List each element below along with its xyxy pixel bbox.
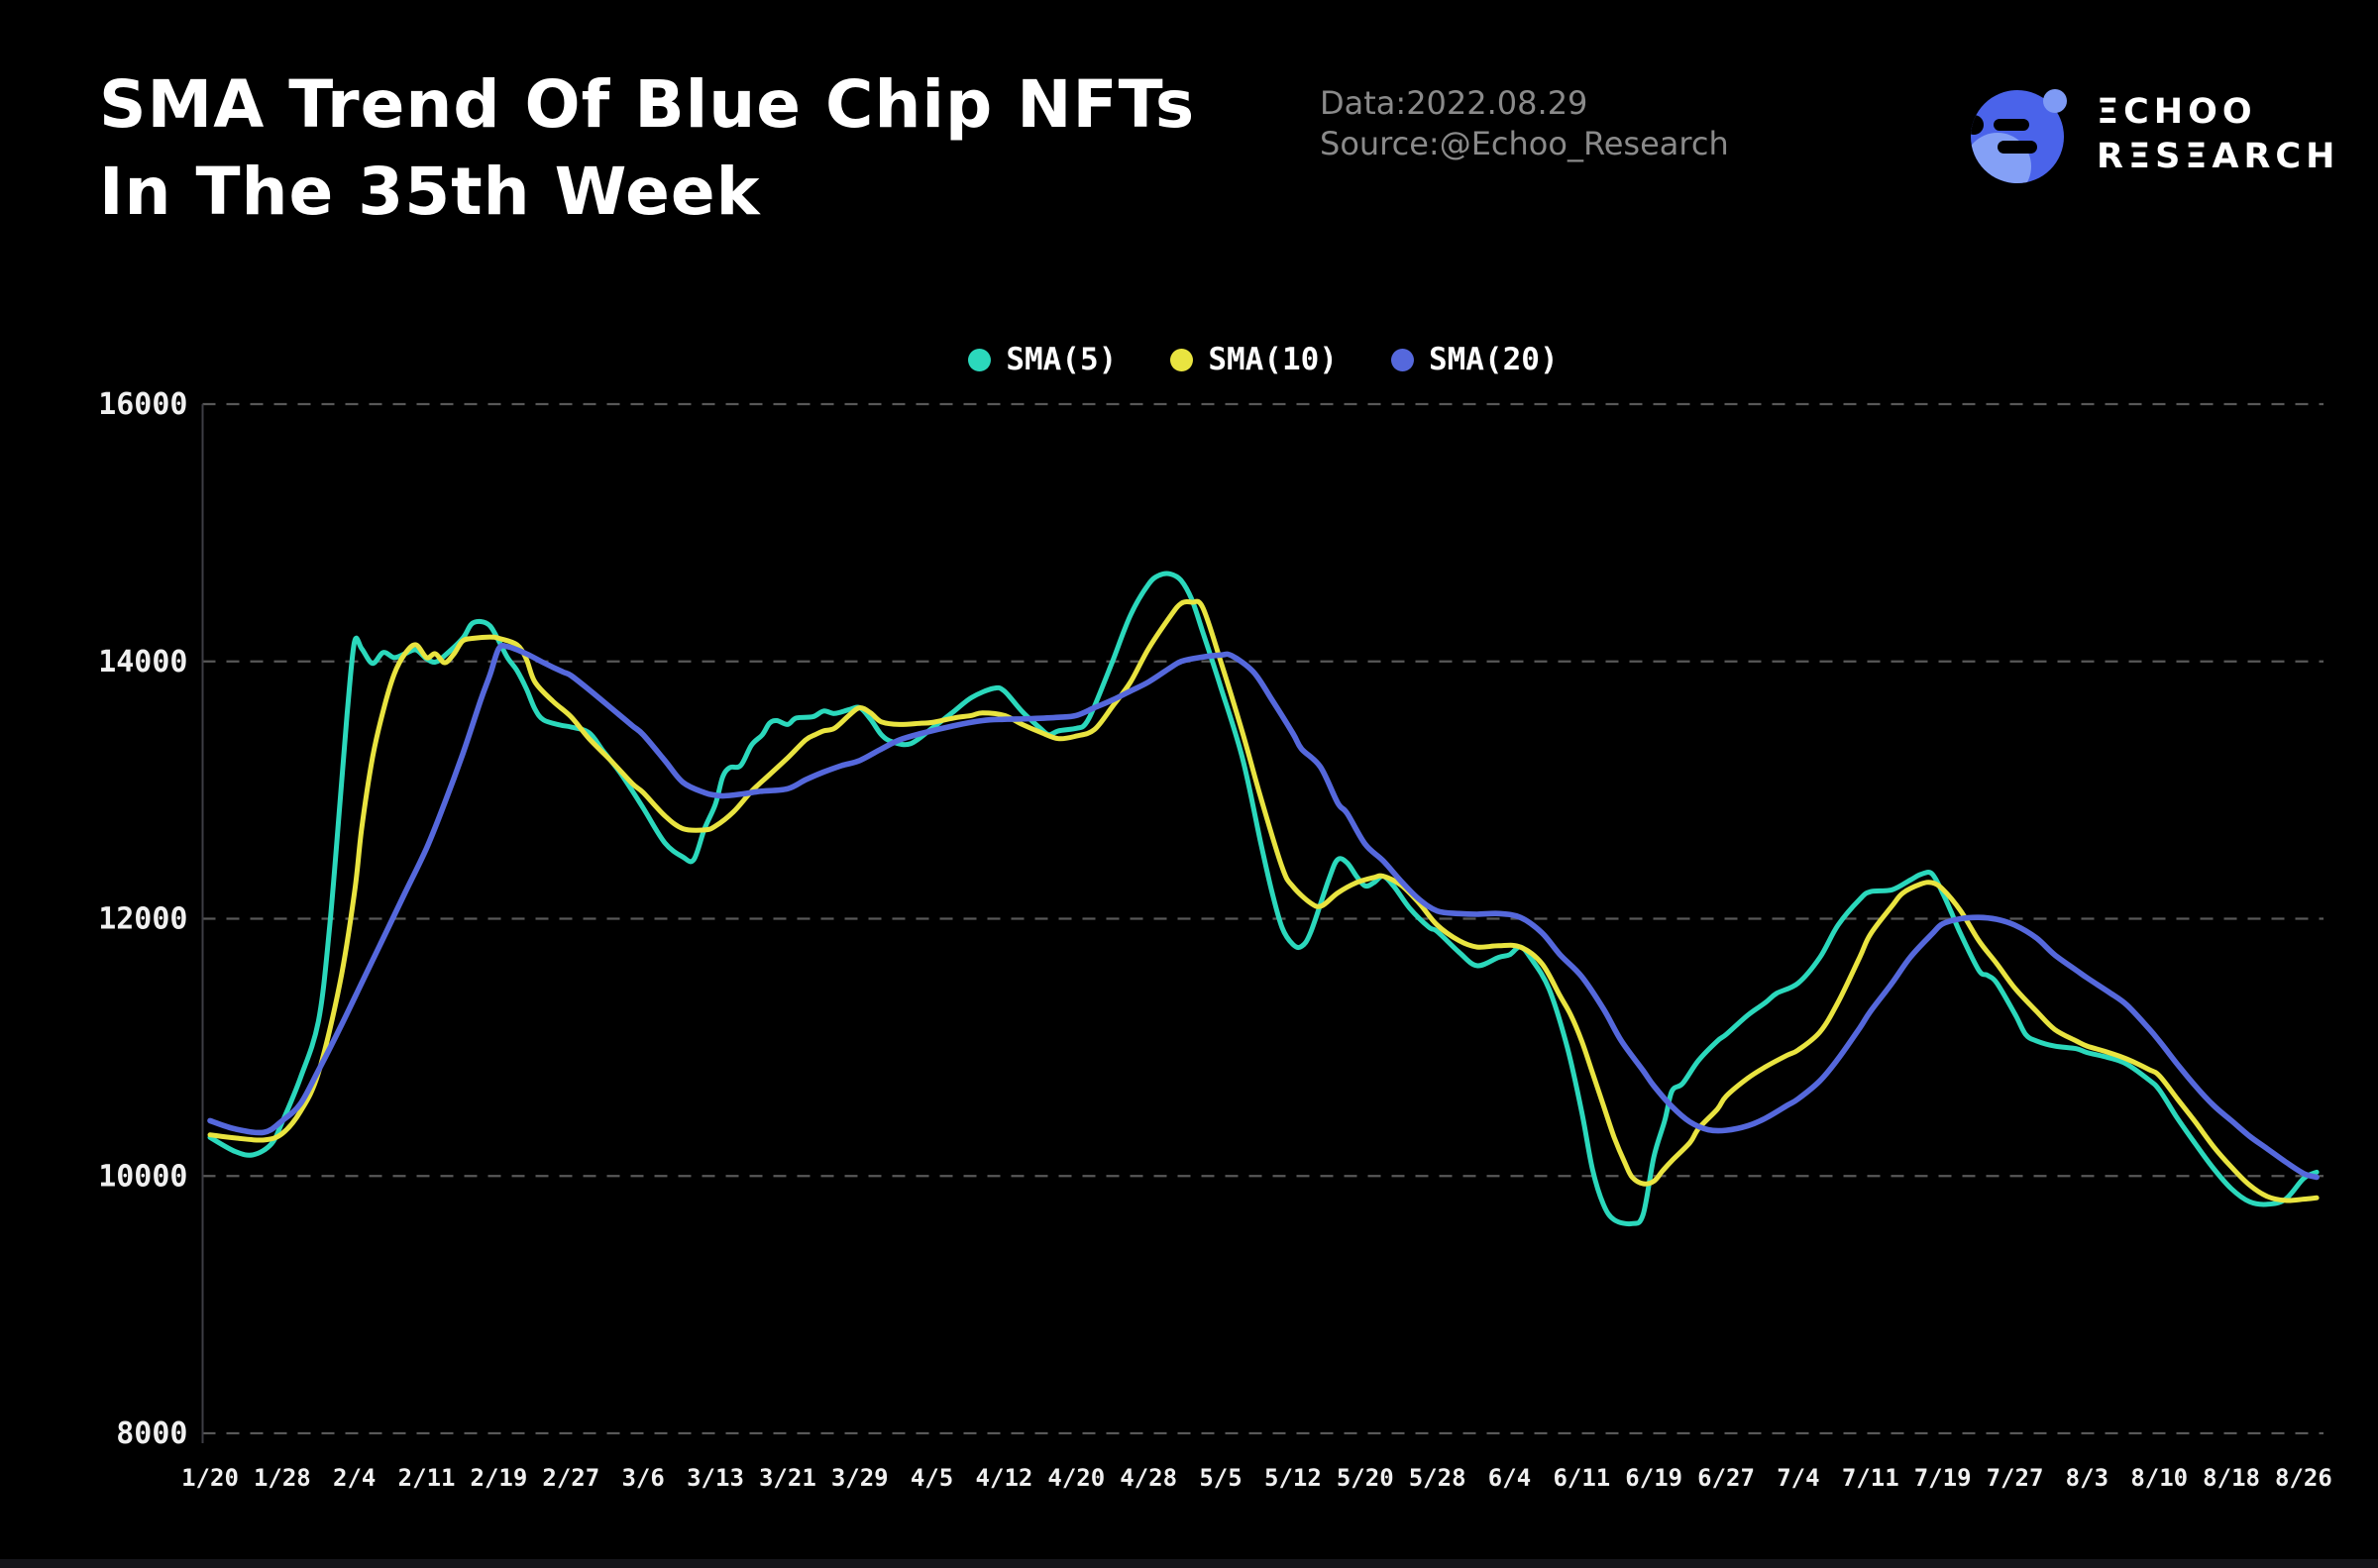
x-tick-label-3-29: 3/29: [831, 1464, 889, 1492]
x-tick-label-7-19: 7/19: [1914, 1464, 1972, 1492]
legend-dot-icon: [1170, 348, 1194, 371]
x-tick-label-3-6: 3/6: [621, 1464, 664, 1492]
chart-meta: Data:2022.08.29 Source:@Echoo_Research: [1320, 83, 1729, 164]
series-line-sma20: [207, 642, 2320, 1181]
x-tick-label-2-11: 2/11: [398, 1464, 456, 1492]
logo-text-line-2: RΞSΞARCH: [2097, 137, 2340, 176]
x-tick-label-1-20: 1/20: [181, 1464, 239, 1492]
title-line-2: In The 35th Week: [99, 154, 761, 230]
legend-label: SMA(10): [1208, 342, 1338, 377]
page-title: SMA Trend Of Blue Chip NFTs In The 35th W…: [99, 61, 1195, 236]
logo-text-line-1: ΞCHOO: [2097, 92, 2257, 132]
data-date-label: Data:2022.08.29: [1320, 84, 1588, 122]
x-tick-label-5-28: 5/28: [1409, 1464, 1466, 1492]
x-tick-label-8-10: 8/10: [2130, 1464, 2188, 1492]
legend-dot-icon: [968, 348, 992, 371]
legend-item-sma20: SMA(20): [1390, 342, 1559, 377]
source-label: Source:@Echoo_Research: [1320, 125, 1729, 162]
y-tick-label-12000: 12000: [98, 902, 187, 937]
x-tick-label-7-27: 7/27: [1987, 1464, 2044, 1492]
series-line-sma10: [207, 598, 2320, 1203]
x-tick-label-8-18: 8/18: [2203, 1464, 2260, 1492]
x-tick-label-5-5: 5/5: [1199, 1464, 1242, 1492]
legend-label: SMA(20): [1428, 342, 1559, 377]
x-tick-label-2-27: 2/27: [542, 1464, 599, 1492]
x-tick-label-8-26: 8/26: [2275, 1464, 2332, 1492]
chart-legend: SMA(5) SMA(10) SMA(20): [203, 342, 2324, 377]
legend-dot-icon: [1390, 348, 1414, 371]
echoo-logo-icon: [1968, 79, 2071, 190]
logo-text: ΞCHOO RΞSΞARCH: [2097, 90, 2339, 179]
series-line-sma5: [207, 571, 2320, 1227]
x-tick-label-5-20: 5/20: [1337, 1464, 1394, 1492]
legend-item-sma10: SMA(10): [1170, 342, 1338, 377]
y-tick-label-10000: 10000: [98, 1159, 187, 1194]
x-tick-label-7-11: 7/11: [1842, 1464, 1899, 1492]
y-tick-label-8000: 8000: [116, 1416, 187, 1451]
x-tick-label-8-3: 8/3: [2066, 1464, 2108, 1492]
x-tick-label-6-4: 6/4: [1488, 1464, 1531, 1492]
y-tick-label-14000: 14000: [98, 645, 187, 679]
legend-item-sma5: SMA(5): [968, 342, 1117, 377]
x-tick-label-5-12: 5/12: [1264, 1464, 1322, 1492]
title-line-1: SMA Trend Of Blue Chip NFTs: [99, 66, 1196, 143]
x-tick-label-2-4: 2/4: [333, 1464, 376, 1492]
x-tick-label-4-12: 4/12: [976, 1464, 1033, 1492]
x-tick-label-6-27: 6/27: [1697, 1464, 1755, 1492]
x-tick-label-3-21: 3/21: [759, 1464, 816, 1492]
x-tick-label-4-20: 4/20: [1047, 1464, 1105, 1492]
window-bottom-edge: [0, 1559, 2378, 1568]
y-tick-label-16000: 16000: [98, 387, 187, 422]
x-tick-label-3-13: 3/13: [687, 1464, 744, 1492]
x-tick-label-6-11: 6/11: [1553, 1464, 1610, 1492]
x-tick-label-2-19: 2/19: [471, 1464, 528, 1492]
x-tick-label-7-4: 7/4: [1777, 1464, 1819, 1492]
x-tick-label-4-5: 4/5: [911, 1464, 953, 1492]
x-tick-label-1-28: 1/28: [254, 1464, 311, 1492]
echoo-research-logo: ΞCHOO RΞSΞARCH: [1968, 79, 2339, 190]
x-tick-label-4-28: 4/28: [1120, 1464, 1177, 1492]
x-tick-label-6-19: 6/19: [1625, 1464, 1682, 1492]
legend-label: SMA(5): [1006, 342, 1118, 377]
